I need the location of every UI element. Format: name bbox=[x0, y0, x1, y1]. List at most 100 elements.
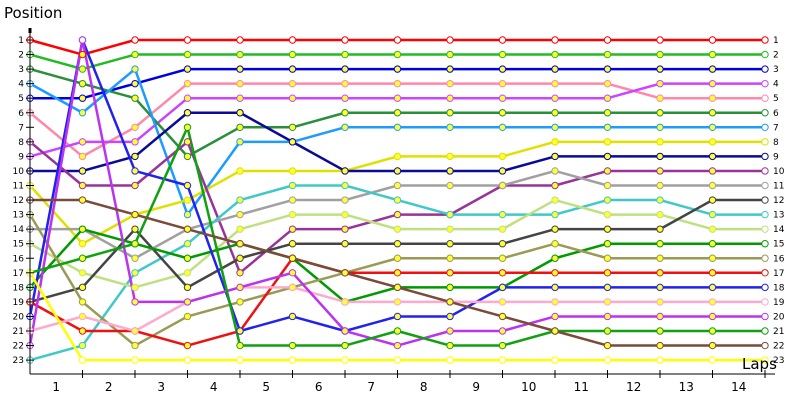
series-11-point bbox=[446, 181, 454, 190]
series-8-point bbox=[551, 138, 559, 146]
series-4-point bbox=[761, 94, 769, 102]
series-13-point bbox=[236, 225, 244, 233]
y-tick-label-right: 18 bbox=[773, 283, 785, 293]
series-9-point bbox=[288, 138, 297, 146]
series-3-point bbox=[341, 65, 349, 73]
series-3-point bbox=[551, 65, 559, 73]
series-2-point bbox=[603, 50, 612, 59]
series-12-point bbox=[341, 181, 349, 190]
series-8-point bbox=[603, 138, 612, 146]
y-tick-label-left: 7 bbox=[18, 123, 24, 133]
y-tick-label-left: 5 bbox=[18, 94, 24, 104]
y-tick-label-right: 14 bbox=[773, 225, 785, 235]
y-tick-label-right: 22 bbox=[773, 342, 784, 352]
series-6-point bbox=[393, 109, 402, 117]
y-tick-label-right: 23 bbox=[773, 356, 784, 366]
series-20-point bbox=[288, 269, 297, 277]
series-13-point bbox=[78, 269, 87, 277]
series-12-point bbox=[131, 269, 139, 277]
series-21-point bbox=[341, 341, 349, 350]
y-tick-label-left: 9 bbox=[18, 152, 24, 162]
y-tick-label-right: 6 bbox=[773, 109, 779, 119]
series-5-point bbox=[236, 94, 244, 102]
series-6-point bbox=[236, 123, 244, 132]
series-22-point bbox=[656, 356, 664, 364]
series-18-point bbox=[393, 312, 402, 321]
series-7-point bbox=[183, 210, 192, 219]
series-14-point bbox=[393, 240, 402, 248]
series-3-point bbox=[131, 79, 139, 88]
series-7-point bbox=[131, 65, 139, 73]
y-tick-label-right: 20 bbox=[773, 312, 785, 322]
series-2-point bbox=[78, 65, 87, 73]
series-23-point bbox=[78, 196, 87, 204]
series-23-point bbox=[551, 327, 559, 335]
series-18-point bbox=[603, 283, 612, 292]
series-8-point bbox=[708, 138, 717, 146]
series-22-point bbox=[761, 356, 769, 364]
series-20-point bbox=[498, 327, 507, 335]
series-5-point bbox=[288, 94, 297, 102]
series-11-point bbox=[708, 181, 717, 190]
series-3-point bbox=[446, 65, 454, 73]
series-22-point bbox=[393, 356, 402, 364]
series-2-point bbox=[236, 50, 244, 59]
series-23-point bbox=[708, 341, 717, 350]
x-tick-label: 7 bbox=[367, 380, 375, 394]
y-tick-label-left: 2 bbox=[18, 51, 24, 61]
x-tick-label: 10 bbox=[521, 380, 536, 394]
y-tick-label-right: 3 bbox=[773, 65, 779, 75]
series-5-point bbox=[551, 94, 559, 102]
y-tick-label-left: 16 bbox=[13, 254, 25, 264]
series-16-point bbox=[498, 254, 507, 262]
series-20-point bbox=[761, 312, 769, 321]
y-axis-title: Position bbox=[4, 4, 62, 22]
series-4-point bbox=[708, 94, 717, 102]
y-tick-label-left: 10 bbox=[13, 167, 25, 177]
series-13-point bbox=[393, 225, 402, 233]
series-19-point bbox=[708, 298, 717, 306]
series-10-point bbox=[708, 167, 717, 175]
series-20-point bbox=[341, 327, 349, 335]
series-19-point bbox=[78, 312, 87, 321]
series-16-point bbox=[446, 254, 454, 262]
y-tick-label-left: 19 bbox=[13, 298, 25, 308]
series-21-point bbox=[603, 327, 612, 335]
series-6-point bbox=[288, 123, 297, 132]
series-9-point bbox=[236, 109, 244, 117]
series-2-point bbox=[393, 50, 402, 59]
series-22-point bbox=[708, 356, 717, 364]
series-10-point bbox=[393, 210, 402, 219]
series-4-point bbox=[341, 79, 349, 88]
series-19-point bbox=[393, 298, 402, 306]
series-2-point bbox=[551, 50, 559, 59]
series-1-point bbox=[341, 36, 349, 44]
x-tick-label: 1 bbox=[52, 380, 60, 394]
series-20-point bbox=[603, 312, 612, 321]
series-5-point bbox=[603, 94, 612, 102]
series-22-point bbox=[446, 356, 454, 364]
series-19-point bbox=[498, 298, 507, 306]
series-23-point bbox=[393, 283, 402, 292]
series-16-point bbox=[551, 240, 559, 248]
series-2-point bbox=[656, 50, 664, 59]
series-18-point bbox=[761, 283, 769, 292]
series-3-point bbox=[498, 65, 507, 73]
series-3-point bbox=[236, 65, 244, 73]
series-21-point bbox=[656, 327, 664, 335]
series-13-point bbox=[446, 225, 454, 233]
series-8-point bbox=[393, 152, 402, 161]
series-10-point bbox=[131, 181, 139, 190]
series-9-point bbox=[656, 152, 664, 161]
series-23-point bbox=[183, 225, 192, 233]
series-19-point bbox=[761, 298, 769, 306]
series-12-point bbox=[551, 210, 559, 219]
y-tick-label-right: 16 bbox=[773, 254, 785, 264]
y-tick-label-right: 17 bbox=[773, 269, 784, 279]
y-tick-label-right: 7 bbox=[773, 123, 779, 133]
y-tick-label-left: 20 bbox=[13, 312, 25, 322]
y-tick-label-left: 23 bbox=[13, 356, 24, 366]
y-tick-label-left: 13 bbox=[13, 211, 24, 221]
series-19-point bbox=[131, 327, 139, 335]
series-4-point bbox=[288, 79, 297, 88]
